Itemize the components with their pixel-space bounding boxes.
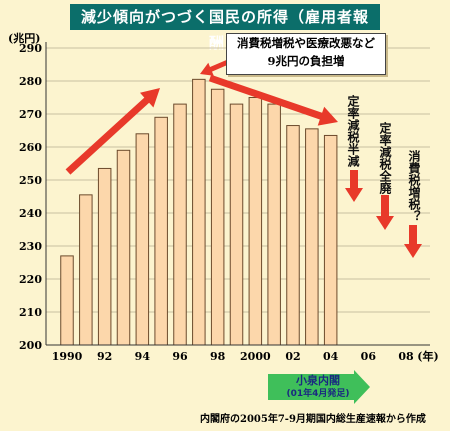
x-tick-label: 92 [97,350,112,363]
callout-pointer-arrow [200,59,229,76]
x-tick-label: 96 [172,350,188,363]
bar [173,103,187,346]
down-arrow-2 [376,195,394,230]
y-tick-label: 210 [19,306,42,319]
source-note: 内閣府の2005年7-9月期国内総生産速報から作成 [200,414,426,425]
y-tick-label: 250 [19,174,42,187]
y-axis-unit: (兆円) [8,32,41,45]
callout-line-1: 消費税増税や医療改悪など [237,36,375,50]
bar [323,134,338,346]
bar [60,255,74,346]
y-tick-label: 240 [19,207,42,220]
y-tick-label: 230 [19,240,42,253]
arrows [65,59,422,404]
y-tick-label: 270 [19,108,42,121]
bar [192,78,206,346]
x-tick-label: 06 [361,350,377,363]
down-arrow-3 [404,225,422,258]
bar [286,125,300,346]
x-tick-label: 2000 [240,350,271,363]
y-tick-label: 220 [19,273,42,286]
bar [248,97,263,346]
bar [79,194,93,346]
bar [154,116,168,346]
bar [229,103,244,346]
rising-trend-arrow [65,88,160,175]
x-tick-label: 94 [135,350,151,363]
koizumi-period-arrow [268,370,370,404]
annotation-shohizei-zouzei: 消費税増税？ [407,150,421,222]
bar [267,103,281,346]
annotation-teiritsu-hangen: 定率減税半減 [346,95,360,167]
x-tick-label: 1990 [52,350,83,363]
x-tick-label: 04 [323,350,339,363]
bar [305,128,319,346]
y-tick-label: 280 [19,75,42,88]
bar [116,149,131,346]
callout-line-2: 9兆円の負担増 [267,54,345,68]
bar [97,167,112,346]
x-tick-label: 02 [285,350,300,363]
x-tick-label: 08 [398,350,414,363]
chart-title: 減少傾向がつづく国民の所得（雇用者報酬） [70,4,380,52]
koizumi-sub: (01年4月発足) [286,389,350,399]
down-arrow-1 [345,170,363,202]
declining-trend-arrow [208,74,338,126]
bar [135,133,150,346]
x-tick-label: 98 [210,350,226,363]
axes: 200 210 220 230 240 250 260 270 280 290 1990 92 94 96… [19,42,439,363]
x-axis-unit: (年) [417,349,438,363]
y-tick-label: 260 [19,141,42,154]
y-tick-label: 290 [19,42,42,55]
annotation-teiritsu-zenpai: 定率減税全廃 [378,122,392,194]
bars [60,78,338,346]
bar [210,88,225,346]
y-tick-label: 200 [19,339,42,352]
koizumi-label: 小泉内閣 [296,374,340,387]
burden-callout: 消費税増税や医療改悪など 9兆円の負担増 [226,33,386,75]
koizumi-cabinet-label: 小泉内閣 (01年4月発足) [268,370,368,404]
